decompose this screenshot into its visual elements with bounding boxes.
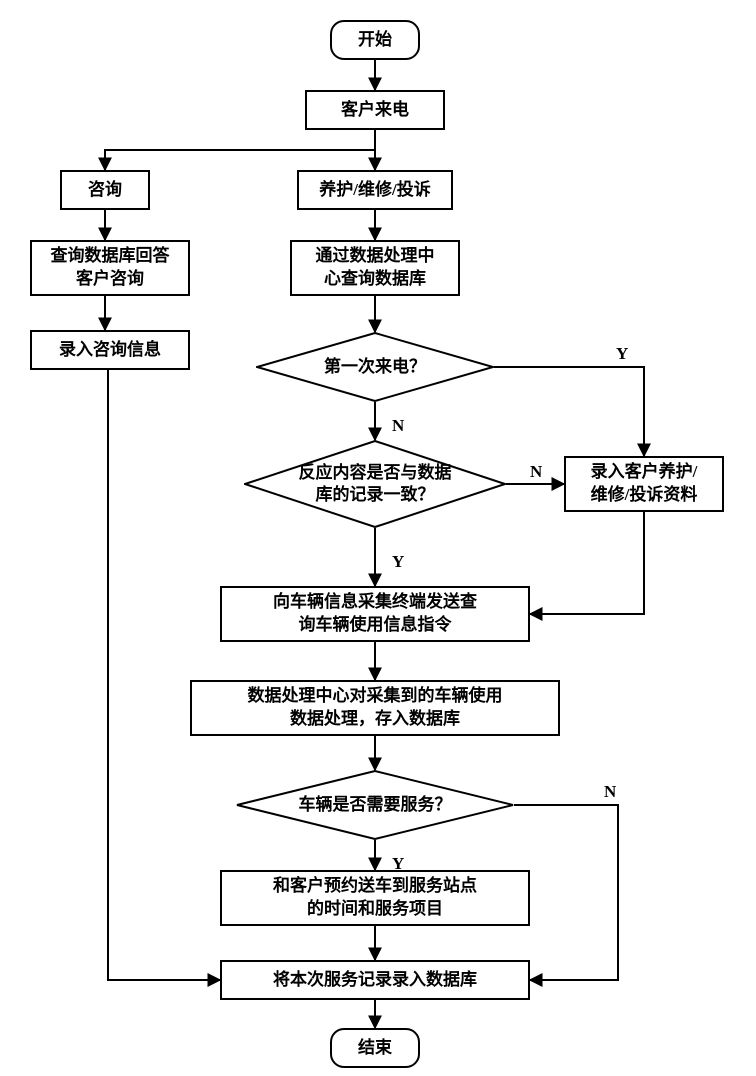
first-call-decision: 第一次来电？ <box>256 332 494 402</box>
edge-label: N <box>392 416 404 436</box>
content-match-decision: 反应内容是否与数据 库的记录一致？ <box>244 440 506 528</box>
end-label: 结束 <box>358 1037 392 1060</box>
book-service-label: 和客户预约送车到服务站点 的时间和服务项目 <box>273 875 477 921</box>
end-node: 结束 <box>330 1028 420 1068</box>
record-maintenance-node: 录入客户养护/ 维修/投诉资料 <box>564 456 724 512</box>
book-service-node: 和客户预约送车到服务站点 的时间和服务项目 <box>220 870 530 926</box>
consult-query-node: 查询数据库回答 客户咨询 <box>30 240 190 296</box>
customer-call-label: 客户来电 <box>341 99 409 122</box>
start-node: 开始 <box>330 20 420 60</box>
query-db-label: 通过数据处理中 心查询数据库 <box>316 245 435 291</box>
customer-call-node: 客户来电 <box>305 90 445 130</box>
process-data-node: 数据处理中心对采集到的车辆使用 数据处理，存入数据库 <box>190 680 560 736</box>
send-command-label: 向车辆信息采集终端发送查 询车辆使用信息指令 <box>273 591 477 637</box>
record-consult-node: 录入咨询信息 <box>30 330 190 370</box>
maintenance-path-label: 养护/维修/投诉 <box>319 179 430 202</box>
first-call-decision-label: 第一次来电？ <box>324 356 426 378</box>
query-db-node: 通过数据处理中 心查询数据库 <box>290 240 460 296</box>
start-label: 开始 <box>358 29 392 52</box>
maintenance-path-node: 养护/维修/投诉 <box>297 170 453 210</box>
consult-label: 咨询 <box>88 179 122 202</box>
need-service-decision-label: 车辆是否需要服务？ <box>299 794 452 816</box>
need-service-decision: 车辆是否需要服务？ <box>236 770 514 840</box>
edge-label: N <box>604 782 616 802</box>
edge-label: Y <box>392 552 404 572</box>
consult-node: 咨询 <box>60 170 150 210</box>
save-record-node: 将本次服务记录录入数据库 <box>220 960 530 1000</box>
edge-label: N <box>530 462 542 482</box>
record-maintenance-label: 录入客户养护/ 维修/投诉资料 <box>591 461 698 507</box>
edge-label: Y <box>616 344 628 364</box>
content-match-decision-label: 反应内容是否与数据 库的记录一致？ <box>299 462 452 506</box>
record-consult-label: 录入咨询信息 <box>59 339 161 362</box>
edge-label: Y <box>392 854 404 874</box>
process-data-label: 数据处理中心对采集到的车辆使用 数据处理，存入数据库 <box>248 685 503 731</box>
save-record-label: 将本次服务记录录入数据库 <box>273 969 477 992</box>
send-command-node: 向车辆信息采集终端发送查 询车辆使用信息指令 <box>220 586 530 642</box>
consult-query-label: 查询数据库回答 客户咨询 <box>51 245 170 291</box>
